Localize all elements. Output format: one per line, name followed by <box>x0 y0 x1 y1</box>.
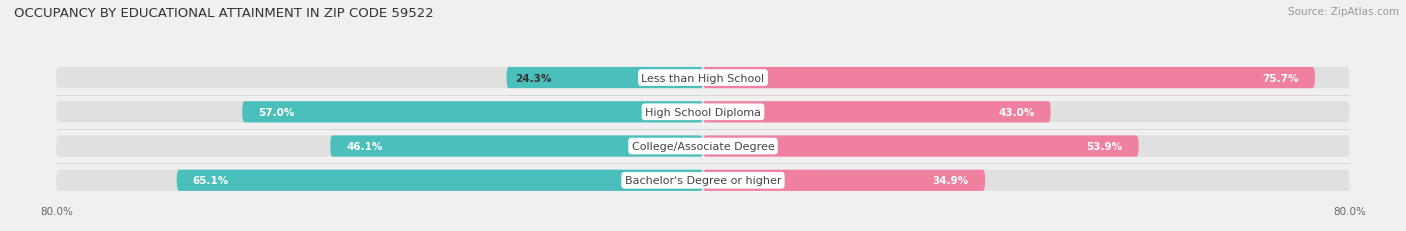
Text: Source: ZipAtlas.com: Source: ZipAtlas.com <box>1288 7 1399 17</box>
FancyBboxPatch shape <box>177 170 703 191</box>
Text: 46.1%: 46.1% <box>346 141 382 151</box>
FancyBboxPatch shape <box>56 170 1350 191</box>
FancyBboxPatch shape <box>703 136 1139 157</box>
FancyBboxPatch shape <box>506 68 703 89</box>
FancyBboxPatch shape <box>242 102 703 123</box>
Text: 24.3%: 24.3% <box>515 73 551 83</box>
FancyBboxPatch shape <box>703 170 986 191</box>
Text: 65.1%: 65.1% <box>193 176 229 185</box>
FancyBboxPatch shape <box>56 136 1350 157</box>
Text: 57.0%: 57.0% <box>259 107 295 117</box>
FancyBboxPatch shape <box>56 102 1350 123</box>
Text: 75.7%: 75.7% <box>1263 73 1299 83</box>
Text: Less than High School: Less than High School <box>641 73 765 83</box>
Text: OCCUPANCY BY EDUCATIONAL ATTAINMENT IN ZIP CODE 59522: OCCUPANCY BY EDUCATIONAL ATTAINMENT IN Z… <box>14 7 434 20</box>
Text: High School Diploma: High School Diploma <box>645 107 761 117</box>
Text: 43.0%: 43.0% <box>998 107 1035 117</box>
Text: 34.9%: 34.9% <box>932 176 969 185</box>
Text: College/Associate Degree: College/Associate Degree <box>631 141 775 151</box>
FancyBboxPatch shape <box>703 68 1315 89</box>
FancyBboxPatch shape <box>703 102 1050 123</box>
FancyBboxPatch shape <box>56 68 1350 89</box>
Text: 53.9%: 53.9% <box>1087 141 1122 151</box>
Text: Bachelor's Degree or higher: Bachelor's Degree or higher <box>624 176 782 185</box>
FancyBboxPatch shape <box>330 136 703 157</box>
